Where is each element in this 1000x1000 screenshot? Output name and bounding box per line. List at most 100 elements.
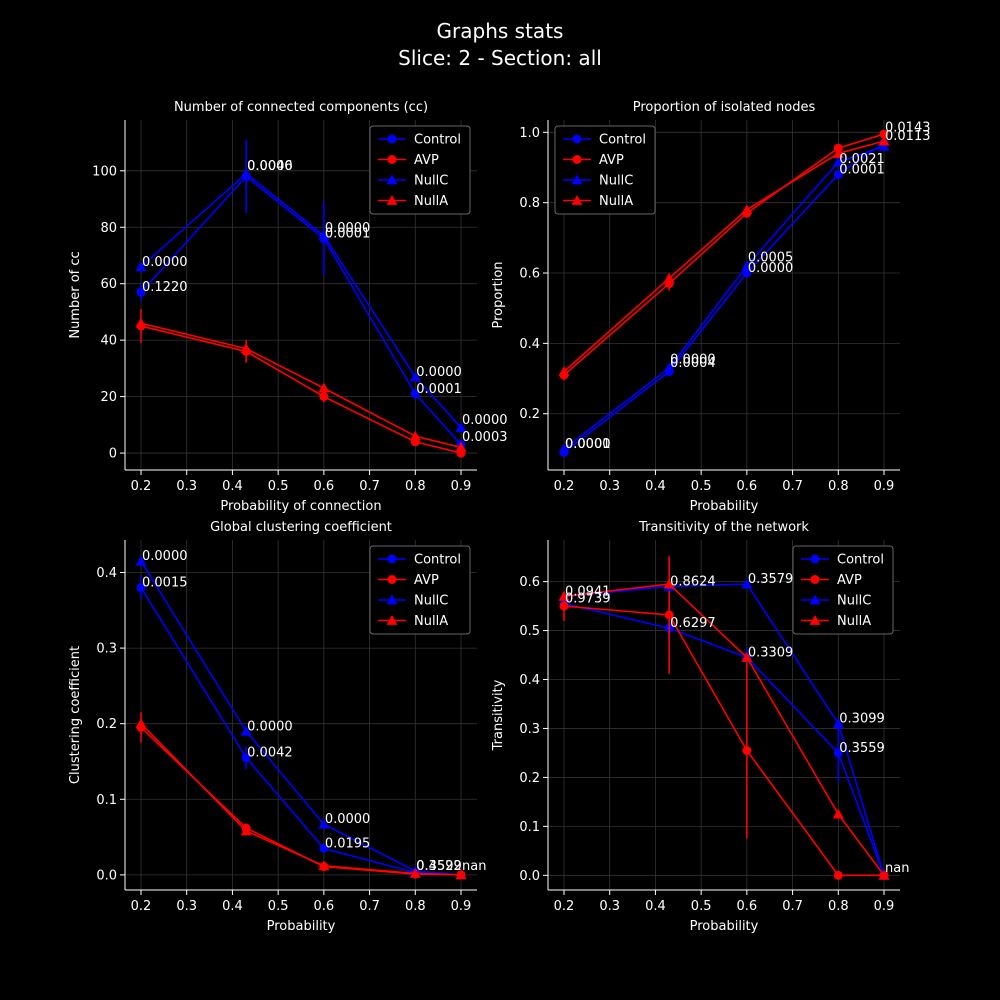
x-tick-label: 0.3 bbox=[176, 899, 197, 914]
legend-entry: AVP bbox=[837, 573, 862, 588]
x-tick-label: 0.3 bbox=[599, 899, 620, 914]
legend-entry: AVP bbox=[414, 153, 439, 168]
y-tick-label: 60 bbox=[100, 277, 117, 292]
annotation-label: 0.4529 bbox=[416, 859, 462, 874]
annotation-label: 0.3099 bbox=[839, 712, 885, 727]
legend: Control AVP NullC NullA bbox=[554, 125, 656, 215]
legend: Control AVP NullC NullA bbox=[369, 125, 471, 215]
series-control bbox=[559, 596, 889, 880]
annotation-label: 0.0000 bbox=[247, 719, 293, 734]
annotation-label: 0.0000 bbox=[325, 812, 371, 827]
data-point bbox=[741, 260, 753, 271]
data-point bbox=[741, 578, 753, 589]
x-tick-label: 0.2 bbox=[131, 899, 152, 914]
x-tick-label: 0.7 bbox=[782, 899, 803, 914]
series-nullc bbox=[135, 168, 467, 433]
x-tick-label: 0.6 bbox=[314, 899, 335, 914]
annotation-label: 0.0000 bbox=[748, 261, 794, 276]
legend-marker bbox=[387, 155, 397, 164]
y-tick-label: 40 bbox=[100, 334, 117, 349]
data-point bbox=[409, 867, 421, 878]
y-tick-label: 0.4 bbox=[519, 673, 540, 688]
y-tick-label: 0.2 bbox=[519, 407, 540, 422]
series-line bbox=[140, 726, 462, 876]
data-point bbox=[878, 140, 890, 151]
subplot-title: Transitivity of the network bbox=[638, 520, 809, 535]
data-point bbox=[135, 718, 147, 729]
x-axis-label: Probability of connection bbox=[220, 499, 381, 514]
legend-entry: NullA bbox=[837, 614, 871, 629]
annotation-label: nan bbox=[885, 861, 909, 876]
y-tick-label: 0.1 bbox=[519, 820, 540, 835]
series-nulla bbox=[558, 135, 890, 376]
series-line bbox=[563, 605, 884, 877]
data-point bbox=[664, 610, 674, 620]
annotation-label: 0.0040 bbox=[247, 159, 293, 174]
data-point bbox=[240, 343, 252, 354]
x-tick-label: 0.8 bbox=[405, 899, 426, 914]
x-tick-label: 0.9 bbox=[451, 479, 472, 494]
subplot-3: 0.2 0.3 0.4 0.5 0.6 0.7 0.8 0.9 0.0 0.1 0.2 0.3 0.4 G… bbox=[68, 520, 486, 934]
y-tick-label: 0.3 bbox=[96, 642, 117, 657]
data-point bbox=[410, 389, 420, 399]
legend-marker bbox=[386, 594, 398, 605]
data-point bbox=[318, 818, 330, 829]
series-nulla bbox=[558, 578, 890, 880]
data-point bbox=[832, 808, 844, 819]
series-line bbox=[140, 322, 462, 449]
series-line bbox=[563, 602, 885, 876]
annotation-label: 0.0000 bbox=[670, 352, 716, 367]
legend-marker bbox=[572, 155, 582, 164]
data-point bbox=[318, 382, 330, 393]
series-nulla bbox=[135, 718, 467, 880]
y-tick-label: 20 bbox=[100, 390, 117, 405]
legend-entry: NullA bbox=[414, 194, 448, 209]
data-point bbox=[559, 601, 569, 611]
legend-marker bbox=[571, 174, 583, 185]
legend-entry: Control bbox=[599, 133, 646, 148]
subplot-4: 0.2 0.3 0.4 0.5 0.6 0.7 0.8 0.9 0.0 0.1 0.2 0.3 0.4 0… bbox=[491, 520, 909, 934]
annotation-label: 0.0195 bbox=[325, 836, 371, 851]
x-tick-label: 0.4 bbox=[222, 479, 243, 494]
data-point bbox=[318, 860, 330, 871]
data-point bbox=[136, 287, 146, 297]
annotation-label: 0.9739 bbox=[565, 592, 611, 607]
data-point bbox=[832, 156, 844, 167]
legend-box bbox=[369, 125, 471, 215]
data-point bbox=[742, 745, 752, 755]
y-tick-label: 0.4 bbox=[519, 337, 540, 352]
x-tick-label: 0.4 bbox=[645, 899, 666, 914]
annotation-label: 0.0042 bbox=[247, 746, 293, 761]
y-tick-label: 0.8 bbox=[519, 196, 540, 211]
legend-entry: AVP bbox=[414, 573, 439, 588]
legend-marker bbox=[387, 575, 397, 584]
y-tick-label: 100 bbox=[92, 164, 117, 179]
data-point bbox=[833, 170, 843, 180]
annotation-label: 0.0006 bbox=[247, 159, 293, 174]
legend-entry: AVP bbox=[599, 153, 624, 168]
x-tick-label: 0.8 bbox=[828, 899, 849, 914]
data-point bbox=[135, 317, 147, 328]
subplot-2: 0.2 0.3 0.4 0.5 0.6 0.7 0.8 0.9 0.2 0.4 0.6 0.8 1.0 P… bbox=[491, 100, 931, 514]
data-point bbox=[879, 129, 889, 139]
x-tick-label: 0.5 bbox=[268, 479, 289, 494]
y-axis-label: Clustering coefficient bbox=[68, 646, 83, 784]
y-tick-label: 0.3 bbox=[519, 722, 540, 737]
annotation-label: 0.0001 bbox=[416, 382, 462, 397]
x-tick-label: 0.8 bbox=[405, 479, 426, 494]
y-tick-label: 0.0 bbox=[519, 869, 540, 884]
annotation-label: 0.0000 bbox=[565, 437, 611, 452]
data-point bbox=[832, 718, 844, 728]
legend-marker bbox=[386, 615, 398, 625]
annotation-label: 0.0004 bbox=[670, 356, 716, 371]
annotation-label: 0.3559 bbox=[839, 741, 885, 756]
x-axis-label: Probability bbox=[690, 919, 759, 934]
data-point bbox=[558, 366, 570, 376]
y-tick-label: 0.2 bbox=[96, 717, 117, 732]
y-tick-label: 80 bbox=[100, 221, 117, 236]
annotation-label: 0.3579 bbox=[748, 572, 794, 587]
x-tick-label: 0.6 bbox=[737, 479, 758, 494]
data-point bbox=[240, 825, 252, 836]
data-point bbox=[318, 230, 330, 241]
